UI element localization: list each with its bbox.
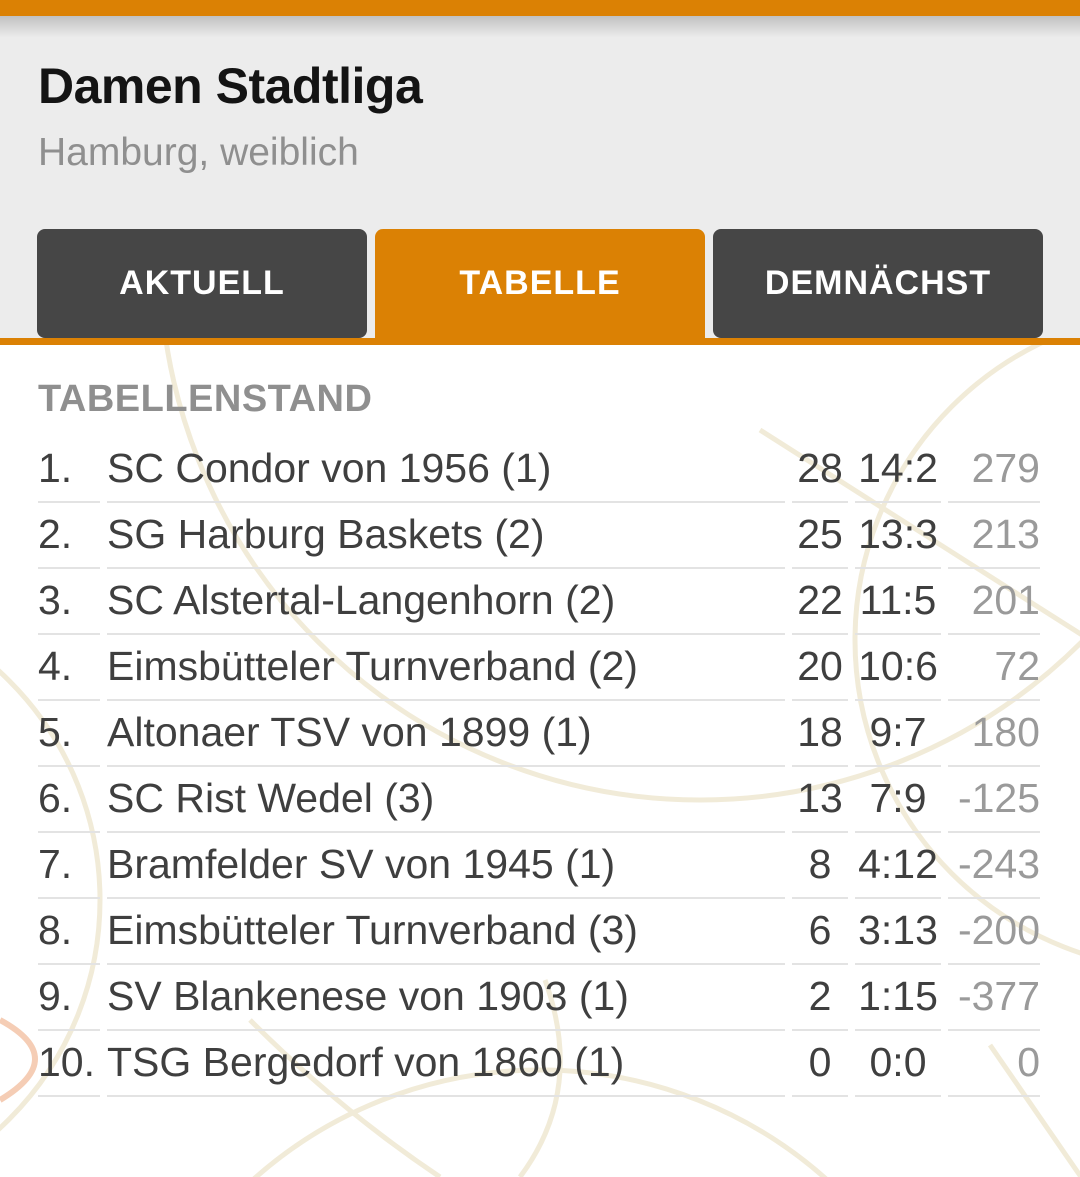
tab-bar: AKTUELL TABELLE DEMNÄCHST xyxy=(37,229,1043,338)
games-cell: 1:15 xyxy=(855,965,941,1031)
diff-cell: -377 xyxy=(948,965,1040,1031)
games-cell: 11:5 xyxy=(855,569,941,635)
tab-aktuell[interactable]: AKTUELL xyxy=(37,229,367,338)
page-title: Damen Stadtliga xyxy=(38,58,423,114)
pts-cell: 13 xyxy=(792,767,848,833)
table-row[interactable]: 5. Altonaer TSV von 1899 (1) 18 9:7 180 xyxy=(38,701,1040,767)
table-row[interactable]: 10. TSG Bergedorf von 1860 (1) 0 0:0 0 xyxy=(38,1031,1040,1097)
pts-cell: 18 xyxy=(792,701,848,767)
table-row[interactable]: 7. Bramfelder SV von 1945 (1) 8 4:12 -243 xyxy=(38,833,1040,899)
section-title: TABELLENSTAND xyxy=(38,378,373,420)
team-cell: SC Condor von 1956 (1) xyxy=(107,437,785,503)
diff-cell: 0 xyxy=(948,1031,1040,1097)
table-row[interactable]: 3. SC Alstertal-Langenhorn (2) 22 11:5 201 xyxy=(38,569,1040,635)
diff-cell: 279 xyxy=(948,437,1040,503)
games-cell: 14:2 xyxy=(855,437,941,503)
rank-cell: 6. xyxy=(38,767,100,833)
diff-cell: 201 xyxy=(948,569,1040,635)
rank-cell: 5. xyxy=(38,701,100,767)
table-row[interactable]: 4. Eimsbütteler Turnverband (2) 20 10:6 72 xyxy=(38,635,1040,701)
team-cell: SV Blankenese von 1903 (1) xyxy=(107,965,785,1031)
standings-table: 1. SC Condor von 1956 (1) 28 14:2 279 2. SG Ha… xyxy=(38,437,1040,1097)
games-cell: 7:9 xyxy=(855,767,941,833)
team-cell: TSG Bergedorf von 1860 (1) xyxy=(107,1031,785,1097)
rank-cell: 8. xyxy=(38,899,100,965)
pts-cell: 20 xyxy=(792,635,848,701)
rank-cell: 1. xyxy=(38,437,100,503)
pts-cell: 22 xyxy=(792,569,848,635)
header-top-shadow xyxy=(0,16,1080,38)
diff-cell: 72 xyxy=(948,635,1040,701)
content: TABELLENSTAND 1. SC Condor von 1956 (1) 28… xyxy=(0,379,1080,1097)
pts-cell: 6 xyxy=(792,899,848,965)
table-row[interactable]: 2. SG Harburg Baskets (2) 25 13:3 213 xyxy=(38,503,1040,569)
table-row[interactable]: 1. SC Condor von 1956 (1) 28 14:2 279 xyxy=(38,437,1040,503)
games-cell: 4:12 xyxy=(855,833,941,899)
team-cell: Altonaer TSV von 1899 (1) xyxy=(107,701,785,767)
pts-cell: 28 xyxy=(792,437,848,503)
page-subtitle: Hamburg, weiblich xyxy=(38,131,359,174)
rank-cell: 3. xyxy=(38,569,100,635)
diff-cell: -125 xyxy=(948,767,1040,833)
active-tab-underline xyxy=(0,338,1080,345)
table-row[interactable]: 9. SV Blankenese von 1903 (1) 2 1:15 -377 xyxy=(38,965,1040,1031)
games-cell: 10:6 xyxy=(855,635,941,701)
team-cell: SC Rist Wedel (3) xyxy=(107,767,785,833)
pts-cell: 8 xyxy=(792,833,848,899)
team-cell: Bramfelder SV von 1945 (1) xyxy=(107,833,785,899)
rank-cell: 9. xyxy=(38,965,100,1031)
team-cell: SC Alstertal-Langenhorn (2) xyxy=(107,569,785,635)
team-cell: Eimsbütteler Turnverband (2) xyxy=(107,635,785,701)
team-cell: Eimsbütteler Turnverband (3) xyxy=(107,899,785,965)
table-row[interactable]: 8. Eimsbütteler Turnverband (3) 6 3:13 -200 xyxy=(38,899,1040,965)
tab-demnaechst[interactable]: DEMNÄCHST xyxy=(713,229,1043,338)
status-bar xyxy=(0,0,1080,16)
games-cell: 13:3 xyxy=(855,503,941,569)
pts-cell: 0 xyxy=(792,1031,848,1097)
pts-cell: 25 xyxy=(792,503,848,569)
table-row[interactable]: 6. SC Rist Wedel (3) 13 7:9 -125 xyxy=(38,767,1040,833)
diff-cell: -243 xyxy=(948,833,1040,899)
diff-cell: 213 xyxy=(948,503,1040,569)
rank-cell: 7. xyxy=(38,833,100,899)
games-cell: 9:7 xyxy=(855,701,941,767)
rank-cell: 4. xyxy=(38,635,100,701)
rank-cell: 10. xyxy=(38,1031,100,1097)
games-cell: 0:0 xyxy=(855,1031,941,1097)
team-cell: SG Harburg Baskets (2) xyxy=(107,503,785,569)
pts-cell: 2 xyxy=(792,965,848,1031)
header: Damen Stadtliga Hamburg, weiblich AKTUEL… xyxy=(0,16,1080,345)
games-cell: 3:13 xyxy=(855,899,941,965)
diff-cell: -200 xyxy=(948,899,1040,965)
rank-cell: 2. xyxy=(38,503,100,569)
diff-cell: 180 xyxy=(948,701,1040,767)
tab-tabelle[interactable]: TABELLE xyxy=(375,229,705,338)
